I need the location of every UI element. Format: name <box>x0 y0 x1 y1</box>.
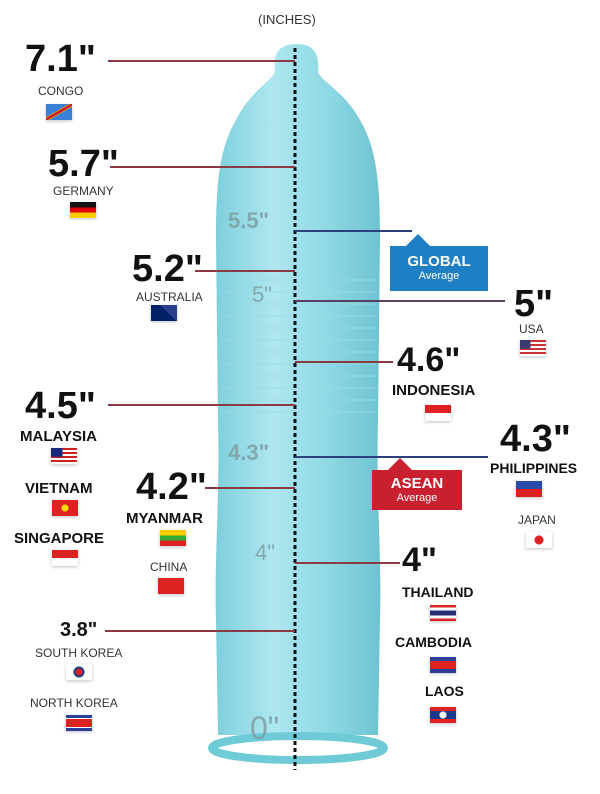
asean-average-line <box>295 456 488 458</box>
tick-0: 0" <box>250 710 280 746</box>
label-laos: LAOS <box>425 683 464 699</box>
flag-north-korea <box>66 715 92 731</box>
asean-badge-subtitle: Average <box>396 492 438 504</box>
flag-myanmar <box>160 530 186 546</box>
label-malaysia: MALAYSIA <box>20 428 97 445</box>
leader-myanmar <box>205 487 295 489</box>
value-indonesia: 4.6" <box>397 341 461 379</box>
label-philippines: PHILIPPINES <box>490 460 578 476</box>
label-germany: GERMANY <box>53 184 114 198</box>
label-north-korea: NORTH KOREA <box>30 696 118 710</box>
value-thailand: 4" <box>402 541 438 579</box>
label-cambodia: CAMBODIA <box>395 634 472 650</box>
value-myanmar: 4.2" <box>136 466 207 508</box>
flag-germany <box>70 202 96 218</box>
label-japan: JAPAN <box>518 513 556 527</box>
flag-japan <box>526 532 552 548</box>
value-usa: 5" <box>514 283 554 325</box>
label-indonesia: INDONESIA <box>392 382 476 399</box>
value-south-korea: 3.8" <box>60 619 98 641</box>
tick-5: 5" <box>252 282 273 307</box>
leader-indonesia <box>295 361 393 363</box>
flag-vietnam <box>52 500 78 516</box>
tick-4.3: 4.3" <box>228 440 270 465</box>
label-china: CHINA <box>150 560 188 574</box>
label-thailand: THAILAND <box>402 584 474 600</box>
flag-china <box>158 578 184 594</box>
value-philippines: 4.3" <box>500 418 571 460</box>
global-average-line <box>295 230 412 232</box>
leader-south-korea <box>105 630 295 632</box>
value-congo: 7.1" <box>25 38 96 80</box>
flag-indonesia <box>425 405 451 421</box>
leader-germany <box>110 166 295 168</box>
unit-label: (INCHES) <box>258 12 316 27</box>
flag-usa <box>520 340 546 356</box>
leader-usa <box>295 300 505 302</box>
leader-malaysia <box>108 404 295 406</box>
flag-laos <box>430 707 456 723</box>
flag-thailand <box>430 605 456 621</box>
flag-south-korea <box>66 664 92 680</box>
value-australia: 5.2" <box>132 248 203 290</box>
label-australia: AUSTRALIA <box>136 290 203 304</box>
flag-malaysia <box>51 448 77 464</box>
asean-badge-title: ASEAN <box>390 475 444 492</box>
leader-australia <box>195 270 295 272</box>
global-badge-title: GLOBAL <box>407 253 471 270</box>
flag-singapore <box>52 550 78 566</box>
global-badge-subtitle: Average <box>418 270 460 282</box>
label-usa: USA <box>519 322 544 336</box>
asean-average-badge: ASEAN Average <box>372 458 462 510</box>
leader-congo <box>108 60 295 62</box>
flag-australia <box>151 305 177 321</box>
tick-4: 4" <box>255 540 276 565</box>
global-average-badge: GLOBAL Average <box>390 234 488 291</box>
value-malaysia: 4.5" <box>25 385 96 427</box>
label-congo: CONGO <box>38 84 84 98</box>
leader-thailand <box>295 562 400 564</box>
flag-philippines <box>516 481 542 497</box>
flag-cambodia <box>430 657 456 673</box>
label-south-korea: SOUTH KOREA <box>35 646 123 660</box>
label-vietnam: VIETNAM <box>25 480 93 497</box>
tick-5.5: 5.5" <box>228 208 270 233</box>
label-myanmar: MYANMAR <box>126 510 203 527</box>
label-singapore: SINGAPORE <box>14 530 105 547</box>
value-germany: 5.7" <box>48 143 119 185</box>
flag-congo <box>46 104 72 120</box>
